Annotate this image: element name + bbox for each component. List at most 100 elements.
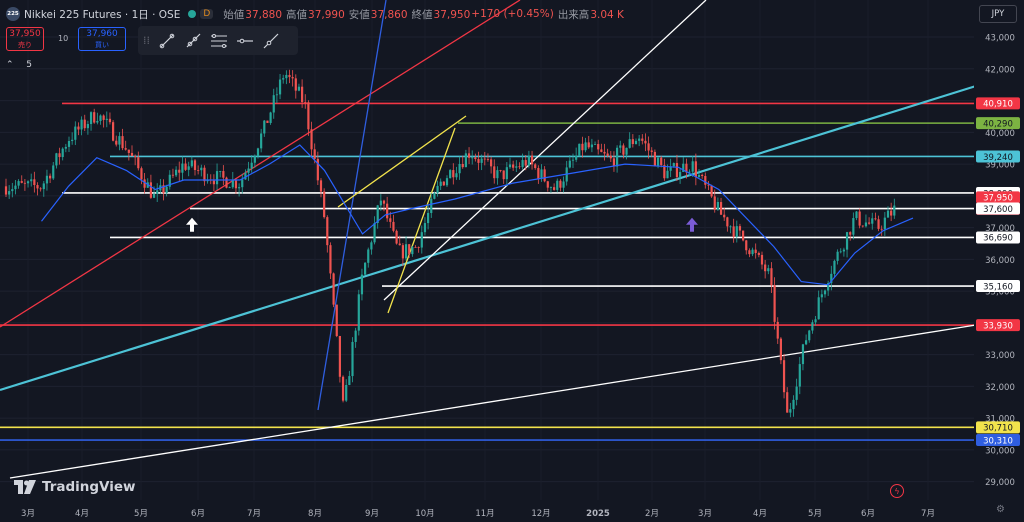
up-arrow-marker[interactable] [186, 217, 198, 232]
candle-body [795, 386, 798, 400]
time-tick-label: 12月 [531, 509, 550, 519]
candle-body [707, 184, 710, 186]
candle-body [748, 250, 751, 255]
arrow-markers [186, 217, 698, 232]
time-tick-label: 6月 [191, 509, 205, 519]
sell-button[interactable]: 37,950 売り [6, 27, 44, 51]
time-tick-label: 10月 [415, 509, 434, 519]
price-line-label: 36,690 [983, 234, 1013, 244]
gear-icon[interactable]: ⚙ [996, 504, 1005, 515]
candle-body [694, 161, 697, 177]
candle-body [449, 170, 452, 179]
candle-body [247, 168, 250, 173]
extended-line-icon[interactable] [260, 30, 282, 52]
trend-line[interactable] [387, 127, 456, 314]
candle-body [842, 249, 845, 252]
candle-body [616, 147, 619, 167]
candle-body [11, 189, 14, 192]
up-arrow-marker[interactable] [686, 217, 698, 232]
candle-body [858, 211, 861, 226]
candle-body [471, 157, 474, 159]
candle-body [622, 145, 625, 155]
price-line-label-bg [976, 191, 1020, 204]
candle-body [883, 217, 886, 230]
candle-body [124, 148, 127, 150]
candle-body [628, 139, 631, 148]
drawing-toolbar[interactable]: ⁞⁞ [138, 26, 298, 55]
trend-line[interactable] [9, 324, 977, 479]
candle-body [348, 376, 351, 385]
candle-body [666, 170, 669, 179]
candle-body [505, 167, 508, 180]
candle-body [266, 120, 269, 123]
candle-body [345, 384, 348, 401]
price-tick-label: 32,000 [985, 383, 1015, 393]
candle-body [64, 146, 67, 149]
candle-body [30, 179, 33, 182]
parallel-channel-icon[interactable] [208, 30, 230, 52]
candle-body [17, 181, 20, 186]
candle-body [200, 167, 203, 171]
candle-body [203, 167, 206, 182]
price-line-label-bg [976, 202, 1020, 215]
horizontal-line-icon[interactable] [234, 30, 256, 52]
trend-line[interactable] [337, 115, 467, 208]
candle-body [663, 165, 666, 179]
time-axis[interactable]: 3月 4月 5月 6月 7月 8月 9月 10月 11月 12月 2025 2月 3月 4月 5月 6月 7月 [21, 509, 935, 519]
candle-body [738, 226, 742, 231]
tradingview-logo[interactable]: TradingView [14, 477, 136, 497]
candle-body [609, 155, 612, 159]
candle-body [836, 251, 839, 261]
time-tick-label: 3月 [21, 509, 35, 519]
indicator-collapse-toggle[interactable]: ⌃ 5 [6, 58, 32, 72]
time-tick-label: 5月 [808, 509, 822, 519]
price-tick-label: 36,000 [985, 256, 1015, 266]
candle-body [540, 169, 543, 179]
candle-body [779, 338, 782, 361]
candle-body [877, 219, 880, 229]
candle-body [121, 136, 124, 149]
ray-icon[interactable] [182, 30, 204, 52]
candle-body [341, 376, 345, 401]
candle-body [827, 283, 830, 291]
currency-selector[interactable]: JPY [979, 5, 1017, 23]
candle-body [263, 120, 266, 134]
price-line-label-bg [976, 421, 1020, 434]
chevron-up-icon: ⌃ [6, 60, 14, 70]
candle-body [650, 150, 653, 152]
candle-body [631, 139, 634, 145]
price-tick-label: 29,000 [985, 478, 1015, 488]
candle-body [215, 171, 219, 185]
symbol-title[interactable]: Nikkei 225 Futures · 1日 · OSE [24, 8, 181, 21]
buy-button[interactable]: 37,960 買い [78, 27, 126, 51]
ohlc-low: 安値37,860 [348, 8, 408, 21]
candle-body [798, 364, 801, 387]
candle-body [546, 181, 549, 188]
trend-line[interactable] [0, 0, 521, 328]
drawing-toolbar-grip-icon[interactable]: ⁞⁞ [143, 34, 150, 47]
candle-body [660, 157, 663, 166]
price-tick-label: 30,000 [985, 446, 1015, 456]
trend-line[interactable] [317, 0, 387, 411]
lightning-icon[interactable]: ϟ [890, 484, 904, 498]
candle-body [534, 164, 537, 169]
candle-body [367, 249, 370, 263]
candle-body [745, 240, 748, 251]
candle-body [445, 178, 449, 186]
trend-line[interactable] [0, 84, 977, 392]
candle-body [641, 138, 644, 141]
price-line-label: 39,240 [983, 153, 1013, 163]
candle-body [382, 200, 386, 204]
time-tick-label: 2月 [645, 509, 659, 519]
candle-body [890, 210, 893, 216]
trend-line-icon[interactable] [156, 30, 178, 52]
symbol-header[interactable]: 225 Nikkei 225 Futures · 1日 · OSE D 始値37… [6, 4, 624, 24]
candle-body [398, 243, 401, 246]
candle-body [260, 133, 263, 149]
candle-body [719, 202, 723, 215]
candle-body [710, 185, 713, 197]
trend-line[interactable] [383, 0, 707, 301]
